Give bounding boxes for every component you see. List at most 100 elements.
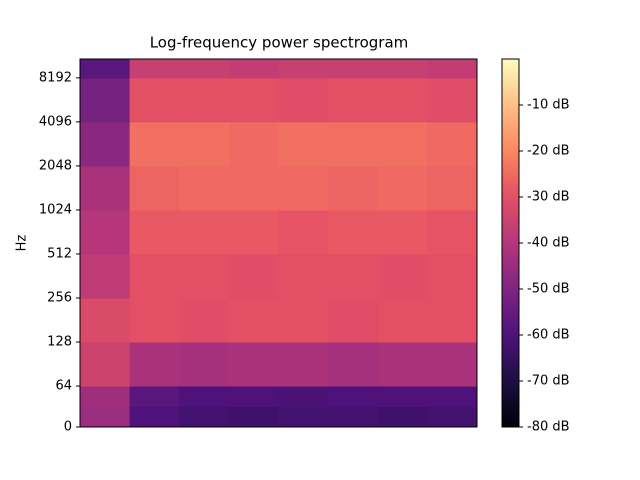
spectrogram-cell xyxy=(228,59,279,79)
chart-title: Log-frequency power spectrogram xyxy=(150,34,409,52)
spectrogram-cell xyxy=(80,406,131,428)
y-tick-label: 2048 xyxy=(39,158,72,173)
spectrogram-cell xyxy=(278,165,329,211)
spectrogram-cell xyxy=(129,59,180,79)
y-tick-label: 256 xyxy=(47,291,72,306)
spectrogram-cell xyxy=(179,406,230,428)
colorbar-tick-label: -40 dB xyxy=(527,236,570,251)
spectrogram-cell xyxy=(377,59,428,79)
spectrogram-cell xyxy=(278,59,329,79)
spectrogram-cell xyxy=(427,342,478,387)
spectrogram-cell xyxy=(328,253,379,299)
colorbar-tick-label: -60 dB xyxy=(527,328,570,343)
spectrogram-cell xyxy=(328,121,379,167)
spectrogram-cell xyxy=(377,165,428,211)
spectrogram-cell xyxy=(427,77,478,123)
spectrogram-cell xyxy=(377,121,428,167)
spectrogram-cell xyxy=(179,342,230,387)
spectrogram-cell xyxy=(328,59,379,79)
y-tick-label: 1024 xyxy=(39,202,72,217)
spectrogram-cell xyxy=(129,253,180,299)
spectrogram-cell xyxy=(328,386,379,408)
spectrogram-cell xyxy=(278,342,329,387)
spectrogram-cell xyxy=(278,298,329,343)
spectrogram-cell xyxy=(278,406,329,428)
spectrogram-cell xyxy=(228,253,279,299)
spectrogram-cell xyxy=(427,59,478,79)
spectrogram-cell xyxy=(228,77,279,123)
spectrogram-cell xyxy=(328,165,379,211)
spectrogram-cell xyxy=(80,386,131,408)
spectrogram-cell xyxy=(328,209,379,255)
spectrogram-cell xyxy=(129,209,180,255)
spectrogram-cell xyxy=(80,253,131,299)
spectrogram-cell xyxy=(129,77,180,123)
spectrogram-cell xyxy=(80,59,131,79)
spectrogram-cell xyxy=(427,209,478,255)
spectrogram-cell xyxy=(228,386,279,408)
spectrogram-cell xyxy=(427,165,478,211)
spectrogram-cell xyxy=(328,342,379,387)
colorbar-tick-label: -70 dB xyxy=(527,374,570,389)
spectrogram-cell xyxy=(179,298,230,343)
spectrogram-cell xyxy=(179,165,230,211)
spectrogram-cell xyxy=(80,121,131,167)
spectrogram-cell xyxy=(80,165,131,211)
spectrogram-cell xyxy=(228,406,279,428)
spectrogram-cell xyxy=(427,298,478,343)
spectrogram-cell xyxy=(179,209,230,255)
spectrogram-cell xyxy=(427,386,478,408)
y-tick-label: 4096 xyxy=(39,114,72,129)
spectrogram-cell xyxy=(80,209,131,255)
spectrogram-cell xyxy=(179,386,230,408)
spectrogram-cell xyxy=(377,209,428,255)
y-tick-label: 8192 xyxy=(39,70,72,85)
y-tick-label: 128 xyxy=(47,335,72,350)
y-tick-label: 0 xyxy=(64,420,72,435)
spectrogram-cell xyxy=(377,298,428,343)
spectrogram-cell xyxy=(129,406,180,428)
colorbar-tick-label: -20 dB xyxy=(527,144,570,159)
spectrogram-cell xyxy=(228,121,279,167)
colorbar xyxy=(501,58,520,428)
colorbar-tick-label: -30 dB xyxy=(527,190,570,205)
colorbar-tick-label: -80 dB xyxy=(527,420,570,435)
y-tick-label: 64 xyxy=(55,379,72,394)
spectrogram-cell xyxy=(328,298,379,343)
y-axis-label: Hz xyxy=(15,235,30,252)
spectrogram-cell xyxy=(129,298,180,343)
spectrogram-cell xyxy=(377,77,428,123)
spectrogram-cell xyxy=(427,253,478,299)
spectrogram-cell xyxy=(228,342,279,387)
spectrogram-cell xyxy=(278,77,329,123)
spectrogram-cell xyxy=(129,386,180,408)
colorbar-tick-label: -50 dB xyxy=(527,282,570,297)
spectrogram-cell xyxy=(129,342,180,387)
spectrogram-cell xyxy=(278,121,329,167)
spectrogram-cell xyxy=(278,253,329,299)
spectrogram-cell xyxy=(80,298,131,343)
spectrogram-cell xyxy=(427,121,478,167)
spectrogram-cell xyxy=(377,342,428,387)
spectrogram-cell xyxy=(328,406,379,428)
y-tick-label: 512 xyxy=(47,246,72,261)
spectrogram-cell xyxy=(427,406,478,428)
plot-frame xyxy=(79,58,478,428)
spectrogram-cell xyxy=(179,59,230,79)
spectrogram-cell xyxy=(129,165,180,211)
spectrogram-cell xyxy=(129,121,180,167)
spectrogram-cell xyxy=(80,342,131,387)
spectrogram-cell xyxy=(179,253,230,299)
spectrogram-cell xyxy=(228,165,279,211)
spectrogram-cell xyxy=(377,253,428,299)
spectrogram-cell xyxy=(328,77,379,123)
spectrogram-cell xyxy=(179,77,230,123)
spectrogram-cell xyxy=(377,406,428,428)
spectrogram-cell xyxy=(278,209,329,255)
spectrogram-cell xyxy=(228,298,279,343)
spectrogram-cell xyxy=(377,386,428,408)
spectrogram-cell xyxy=(228,209,279,255)
spectrogram-cell xyxy=(179,121,230,167)
colorbar-tick-label: -10 dB xyxy=(527,98,570,113)
spectrogram-cell xyxy=(80,77,131,123)
